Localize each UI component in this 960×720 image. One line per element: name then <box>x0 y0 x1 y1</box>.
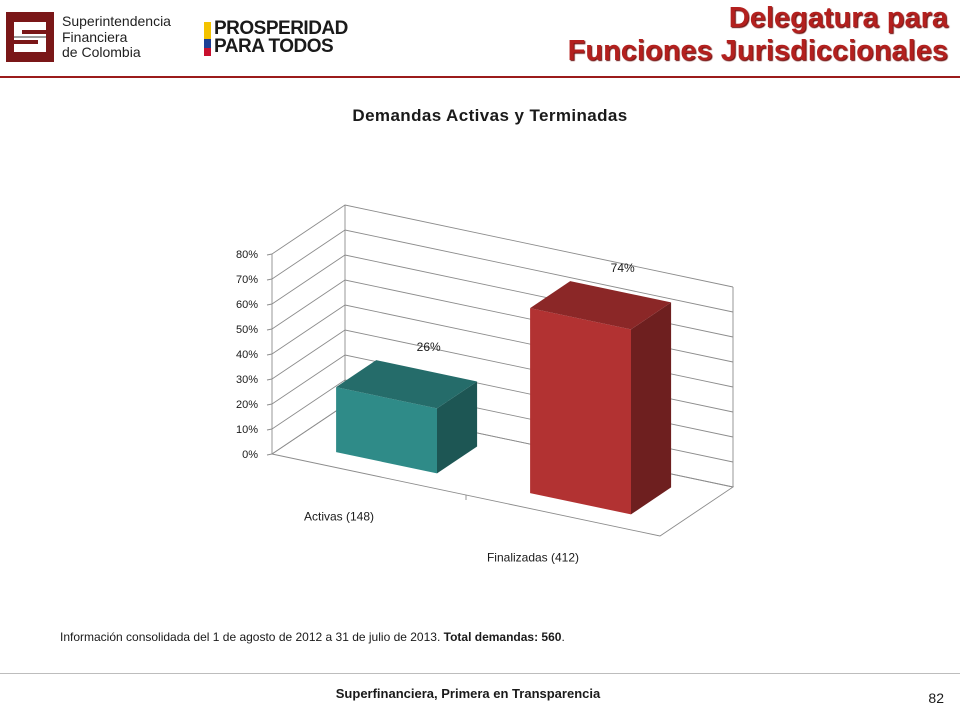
header-divider <box>0 76 960 78</box>
prosperidad-logo-text: PROSPERIDAD PARA TODOS <box>214 18 348 57</box>
banner-line-1: Delegatura para <box>728 2 948 34</box>
footer-divider <box>0 673 960 674</box>
prosperidad-logo: PROSPERIDAD PARA TODOS <box>204 18 354 60</box>
y-tick-label: 50% <box>236 324 258 336</box>
footer-slogan: Superfinanciera, Primera en Transparenci… <box>335 686 601 701</box>
y-tick-label: 0% <box>242 449 258 461</box>
bar-2 <box>530 308 631 515</box>
y-tick-label: 40% <box>236 349 258 361</box>
y-axis-tick <box>266 278 273 281</box>
y-tick-label: 60% <box>236 299 258 311</box>
category-label: Finalizadas (412) <box>487 551 579 565</box>
note-total: Total demandas: 560 <box>443 630 562 644</box>
note-end: . <box>561 630 565 644</box>
page-number: 82 <box>928 690 944 706</box>
bar-1 <box>336 387 437 474</box>
y-axis-tick <box>266 428 273 431</box>
colombia-flag-icon <box>204 22 211 56</box>
y-tick-label: 10% <box>236 424 258 436</box>
superfinanciera-logo-text: Superintendencia Financiera de Colombia <box>62 13 171 60</box>
bar-side-2 <box>631 302 672 515</box>
chart-title: Demandas Activas y Terminadas <box>352 106 628 125</box>
category-label: Activas (148) <box>304 510 374 524</box>
data-source-note: Información consolidada del 1 de agosto … <box>60 630 565 644</box>
gridline <box>271 229 734 313</box>
note-text: Información consolidada del 1 de agosto … <box>60 630 444 644</box>
bar-top-2 <box>530 281 672 330</box>
y-axis-tick <box>266 378 273 381</box>
data-label: 26% <box>417 340 441 354</box>
superfinanciera-logo: Superintendencia Financiera de Colombia <box>6 12 178 64</box>
bar-side-1 <box>437 381 478 474</box>
y-axis-tick <box>266 253 273 256</box>
chart-floor <box>270 404 735 537</box>
y-axis-tick <box>266 403 273 406</box>
data-label: 74% <box>611 261 635 275</box>
y-axis-tick <box>266 328 273 331</box>
y-tick-label: 30% <box>236 374 258 386</box>
delegatura-banner: Delegatura para Funciones Jurisdiccional… <box>568 2 948 68</box>
y-tick-label: 20% <box>236 399 258 411</box>
bar-top-1 <box>336 360 478 409</box>
y-axis-tick <box>266 303 273 306</box>
y-tick-label: 80% <box>236 249 258 261</box>
superfinanciera-emblem-icon <box>6 12 54 62</box>
gridline <box>271 204 734 288</box>
y-tick-label: 70% <box>236 274 258 286</box>
y-axis-tick <box>266 353 273 356</box>
banner-line-2: Funciones Jurisdiccionales <box>567 35 948 67</box>
